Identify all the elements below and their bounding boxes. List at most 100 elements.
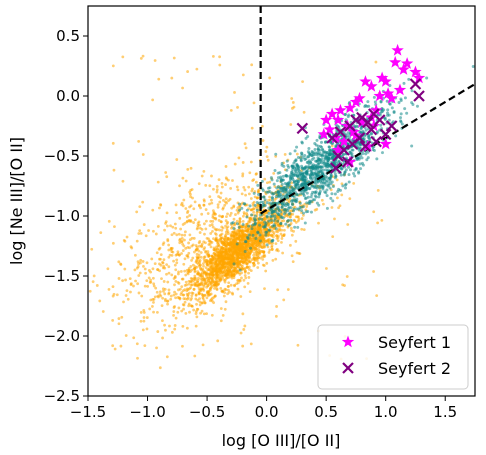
orange-point [202,203,206,207]
teal-point [375,130,379,134]
orange-point [257,188,261,192]
orange-point [259,256,262,260]
orange-point [202,257,206,261]
orange-point [198,231,202,234]
orange-point [88,289,92,293]
orange-point [184,179,188,183]
orange-point [226,288,230,292]
seyfert2-point [373,114,386,126]
teal-point [333,172,337,176]
teal-point [354,124,358,128]
orange-point [296,219,300,223]
orange-point [128,277,132,280]
teal-point [328,177,332,181]
orange-point [198,300,202,304]
orange-point [245,265,249,269]
orange-point [272,171,276,175]
orange-point [107,219,111,223]
teal-point [323,157,327,161]
teal-point [250,213,254,217]
orange-point [346,223,350,226]
teal-point [347,173,351,177]
orange-point [252,210,255,214]
orange-point [262,264,266,267]
orange-point [172,231,176,235]
teal-point [318,189,322,193]
teal-point [309,210,313,214]
orange-point [143,344,147,348]
orange-point [136,260,140,264]
orange-point [158,366,162,370]
orange-point-cloud [88,54,384,370]
orange-point [132,336,136,340]
orange-point [229,266,233,270]
teal-point [307,200,311,204]
orange-point [244,193,247,197]
orange-point [161,319,164,323]
orange-point [162,258,166,262]
orange-point [223,266,227,269]
orange-point [143,284,147,288]
orange-point [192,236,196,240]
teal-point [289,173,293,177]
orange-point [236,270,239,274]
teal-point [235,222,239,226]
teal-point [399,97,403,101]
orange-point [101,310,105,313]
orange-point [160,304,164,308]
teal-point [272,182,276,186]
orange-point [141,54,145,58]
orange-point [216,276,220,280]
orange-point [161,287,165,291]
teal-point [317,173,321,177]
orange-point [165,175,169,179]
teal-point [277,195,281,199]
orange-point [202,170,206,173]
orange-point [248,171,252,175]
orange-point [205,236,209,240]
orange-point [341,283,345,287]
orange-point [190,296,193,300]
orange-point [216,203,220,207]
orange-point [216,248,219,251]
orange-point [205,291,209,295]
teal-point [319,169,323,173]
orange-point [156,310,159,314]
orange-point [211,264,215,268]
orange-point [220,240,224,244]
orange-point [183,257,187,261]
teal-point [323,140,327,144]
orange-point [237,233,240,237]
seyfert2-point [413,90,425,102]
teal-point [343,113,347,117]
teal-point [261,200,265,204]
orange-point [243,267,247,270]
orange-point [249,249,253,253]
orange-point [156,180,160,184]
orange-point [240,192,244,196]
orange-point [133,253,137,257]
orange-point [151,208,155,212]
orange-point [262,250,266,254]
teal-point [274,152,278,156]
orange-point [243,285,247,289]
teal-point [296,193,300,197]
orange-point [280,234,284,238]
orange-point [264,150,268,153]
orange-point [301,213,305,217]
teal-point [315,201,319,205]
teal-point [263,220,267,224]
teal-point [303,196,307,200]
orange-point [232,265,236,268]
teal-point [399,112,403,116]
teal-point [331,185,335,189]
teal-point [290,170,294,174]
teal-point [265,201,269,205]
teal-point [291,199,295,203]
teal-point [315,165,319,169]
teal-point [367,134,371,138]
orange-point [187,267,191,270]
orange-point [174,268,178,272]
teal-point [331,199,335,203]
orange-point [210,313,214,317]
